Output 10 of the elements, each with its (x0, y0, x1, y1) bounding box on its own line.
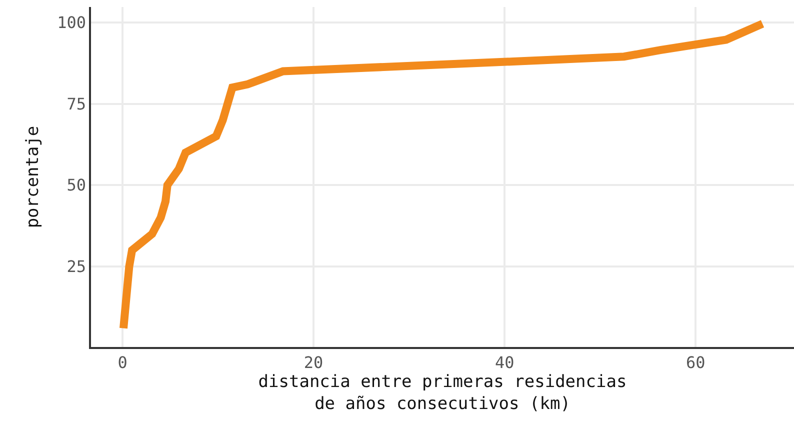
y-tick-label: 25 (66, 257, 86, 276)
y-tick-label: 50 (66, 176, 86, 195)
y-axis-title: porcentaje (23, 126, 44, 228)
x-axis-title: distancia entre primeras residencias de años consecutivos (km) (258, 372, 627, 414)
x-tick-label: 0 (118, 352, 128, 372)
x-tick-label: 60 (686, 352, 706, 372)
y-tick-label: 100 (57, 13, 86, 32)
y-tick-label: 75 (66, 94, 86, 114)
x-tick-label: 40 (494, 352, 514, 372)
x-tick-label: 20 (304, 352, 324, 372)
